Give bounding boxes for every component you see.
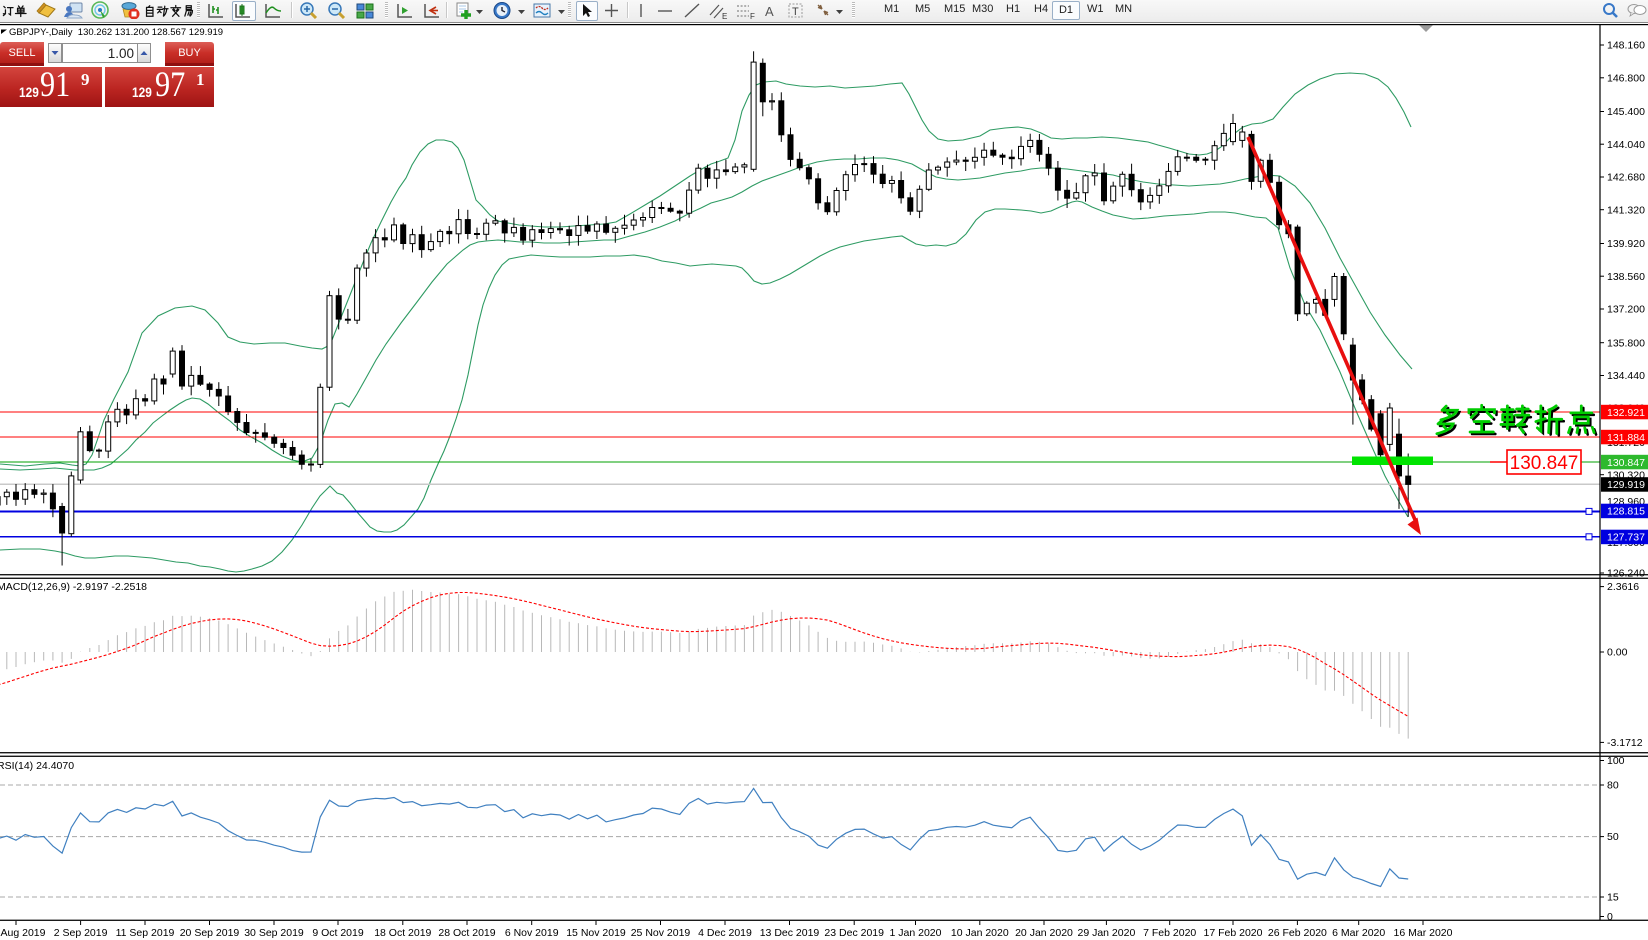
svg-text:134.440: 134.440	[1607, 370, 1645, 382]
svg-text:26 Feb 2020: 26 Feb 2020	[1268, 927, 1327, 939]
svg-text:15: 15	[1607, 892, 1619, 904]
svg-text:10 Jan 2020: 10 Jan 2020	[951, 927, 1009, 939]
svg-text:GBPJPY-,Daily 130.262 131.200: GBPJPY-,Daily 130.262 131.200 128.567 12…	[9, 27, 223, 38]
svg-text:20 Jan 2020: 20 Jan 2020	[1015, 927, 1073, 939]
svg-text:2 Sep 2019: 2 Sep 2019	[54, 927, 108, 939]
svg-text:28 Oct 2019: 28 Oct 2019	[438, 927, 495, 939]
svg-text:17 Feb 2020: 17 Feb 2020	[1204, 927, 1263, 939]
svg-text:A: A	[765, 4, 774, 19]
svg-text:25 Nov 2019: 25 Nov 2019	[631, 927, 691, 939]
svg-text:137.200: 137.200	[1607, 304, 1645, 316]
svg-text:20 Sep 2019: 20 Sep 2019	[180, 927, 240, 939]
svg-text:50: 50	[1607, 831, 1619, 843]
svg-text:127.737: 127.737	[1607, 532, 1645, 544]
svg-text:144.040: 144.040	[1607, 139, 1645, 151]
svg-text:0.00: 0.00	[1607, 647, 1628, 659]
svg-text:148.160: 148.160	[1607, 40, 1645, 52]
svg-text:132.921: 132.921	[1607, 407, 1645, 419]
svg-text:80: 80	[1607, 780, 1619, 792]
svg-text:2.3616: 2.3616	[1607, 581, 1639, 593]
svg-text:100: 100	[1607, 755, 1625, 767]
svg-text:6 Mar 2020: 6 Mar 2020	[1332, 927, 1385, 939]
svg-text:139.920: 139.920	[1607, 238, 1645, 250]
svg-text:18 Oct 2019: 18 Oct 2019	[374, 927, 431, 939]
svg-text:23 Dec 2019: 23 Dec 2019	[824, 927, 884, 939]
svg-text:9 Oct 2019: 9 Oct 2019	[312, 927, 364, 939]
svg-text:142.680: 142.680	[1607, 172, 1645, 184]
svg-text:MACD(12,26,9) -2.9197 -2.2518: MACD(12,26,9) -2.9197 -2.2518	[0, 581, 147, 593]
svg-text:6 Nov 2019: 6 Nov 2019	[505, 927, 559, 939]
svg-text:138.560: 138.560	[1607, 271, 1645, 283]
svg-text:T: T	[792, 6, 799, 18]
svg-text:146.800: 146.800	[1607, 72, 1645, 84]
svg-text:RSI(14) 24.4070: RSI(14) 24.4070	[0, 760, 74, 772]
svg-text:131.884: 131.884	[1607, 432, 1645, 444]
svg-text:145.400: 145.400	[1607, 106, 1645, 118]
svg-text:130.847: 130.847	[1510, 453, 1579, 474]
svg-text:13 Dec 2019: 13 Dec 2019	[760, 927, 820, 939]
svg-text:0: 0	[1607, 911, 1613, 923]
svg-text:22 Aug 2019: 22 Aug 2019	[0, 927, 46, 939]
svg-text:128.815: 128.815	[1607, 506, 1645, 518]
svg-text:129.919: 129.919	[1607, 479, 1645, 491]
svg-text:16 Mar 2020: 16 Mar 2020	[1394, 927, 1453, 939]
svg-text:130.847: 130.847	[1607, 457, 1645, 469]
svg-text:1 Jan 2020: 1 Jan 2020	[890, 927, 942, 939]
svg-text:135.800: 135.800	[1607, 337, 1645, 349]
svg-text:-3.1712: -3.1712	[1607, 737, 1643, 749]
svg-text:126.240: 126.240	[1607, 568, 1645, 580]
svg-text:141.320: 141.320	[1607, 204, 1645, 216]
svg-text:7 Feb 2020: 7 Feb 2020	[1143, 927, 1196, 939]
svg-text:4 Dec 2019: 4 Dec 2019	[698, 927, 752, 939]
svg-text:15 Nov 2019: 15 Nov 2019	[566, 927, 626, 939]
svg-text:30 Sep 2019: 30 Sep 2019	[244, 927, 304, 939]
svg-text:29 Jan 2020: 29 Jan 2020	[1077, 927, 1135, 939]
svg-text:E: E	[722, 12, 727, 19]
svg-text:F: F	[750, 12, 755, 19]
svg-text:11 Sep 2019: 11 Sep 2019	[116, 927, 175, 939]
